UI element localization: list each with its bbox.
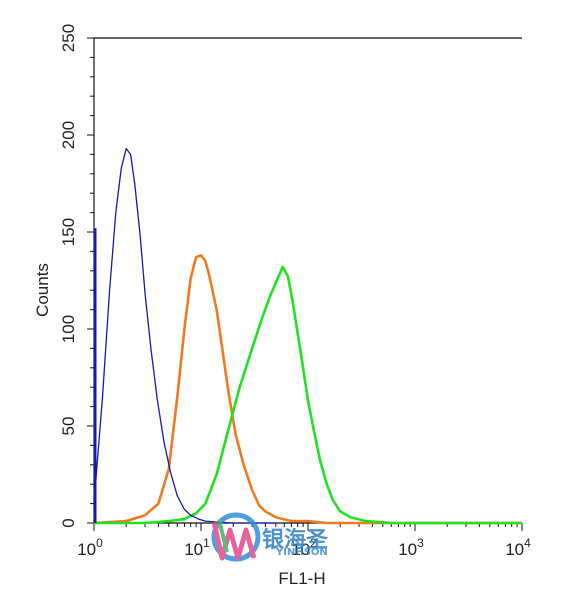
- x-tick-exponent: 1: [203, 536, 210, 550]
- x-tick-exponent: 2: [310, 536, 317, 550]
- y-tick-label: 100: [59, 315, 78, 343]
- watermark-brand-cn: 银海圣: [262, 527, 329, 553]
- watermark-brand-en: YINHSON: [275, 547, 328, 558]
- x-tick-label: 104: [505, 536, 531, 559]
- watermark-stripe-icon: [217, 519, 229, 553]
- x-tick-exponent: 4: [524, 536, 531, 550]
- y-tick-label: 250: [59, 24, 78, 52]
- y-tick-label: 150: [59, 218, 78, 246]
- x-tick-exponent: 0: [96, 536, 103, 550]
- x-tick-label: 102: [291, 536, 317, 559]
- x-tick-base: 10: [505, 540, 524, 559]
- x-axis-ticks: 100 101 102 103 104: [77, 523, 531, 559]
- x-tick-label: 103: [398, 536, 424, 559]
- x-axis-label: FL1-H: [278, 569, 325, 588]
- x-tick-base: 10: [184, 540, 203, 559]
- x-tick-label: 100: [77, 536, 103, 559]
- x-tick-base: 10: [291, 540, 310, 559]
- y-axis-label: Counts: [33, 263, 52, 317]
- plot-area: [93, 37, 522, 524]
- series-line-3: [94, 265, 522, 525]
- watermark-logo: 银海圣 YINHSON: [211, 512, 329, 562]
- x-tick-label: 101: [184, 536, 210, 559]
- x-tick-exponent: 3: [417, 536, 424, 550]
- x-tick-base: 10: [398, 540, 417, 559]
- y-tick-label: 0: [59, 518, 78, 527]
- x-tick-base: 10: [77, 540, 96, 559]
- series-line-1: [93, 147, 276, 524]
- watermark-w-icon: [211, 521, 257, 561]
- y-axis-ticks: 0 50 100 150 200 250: [59, 24, 94, 528]
- y-tick-label: 200: [59, 121, 78, 149]
- series-layer: [93, 147, 522, 525]
- series-line-2: [93, 254, 522, 525]
- y-tick-label: 50: [59, 417, 78, 436]
